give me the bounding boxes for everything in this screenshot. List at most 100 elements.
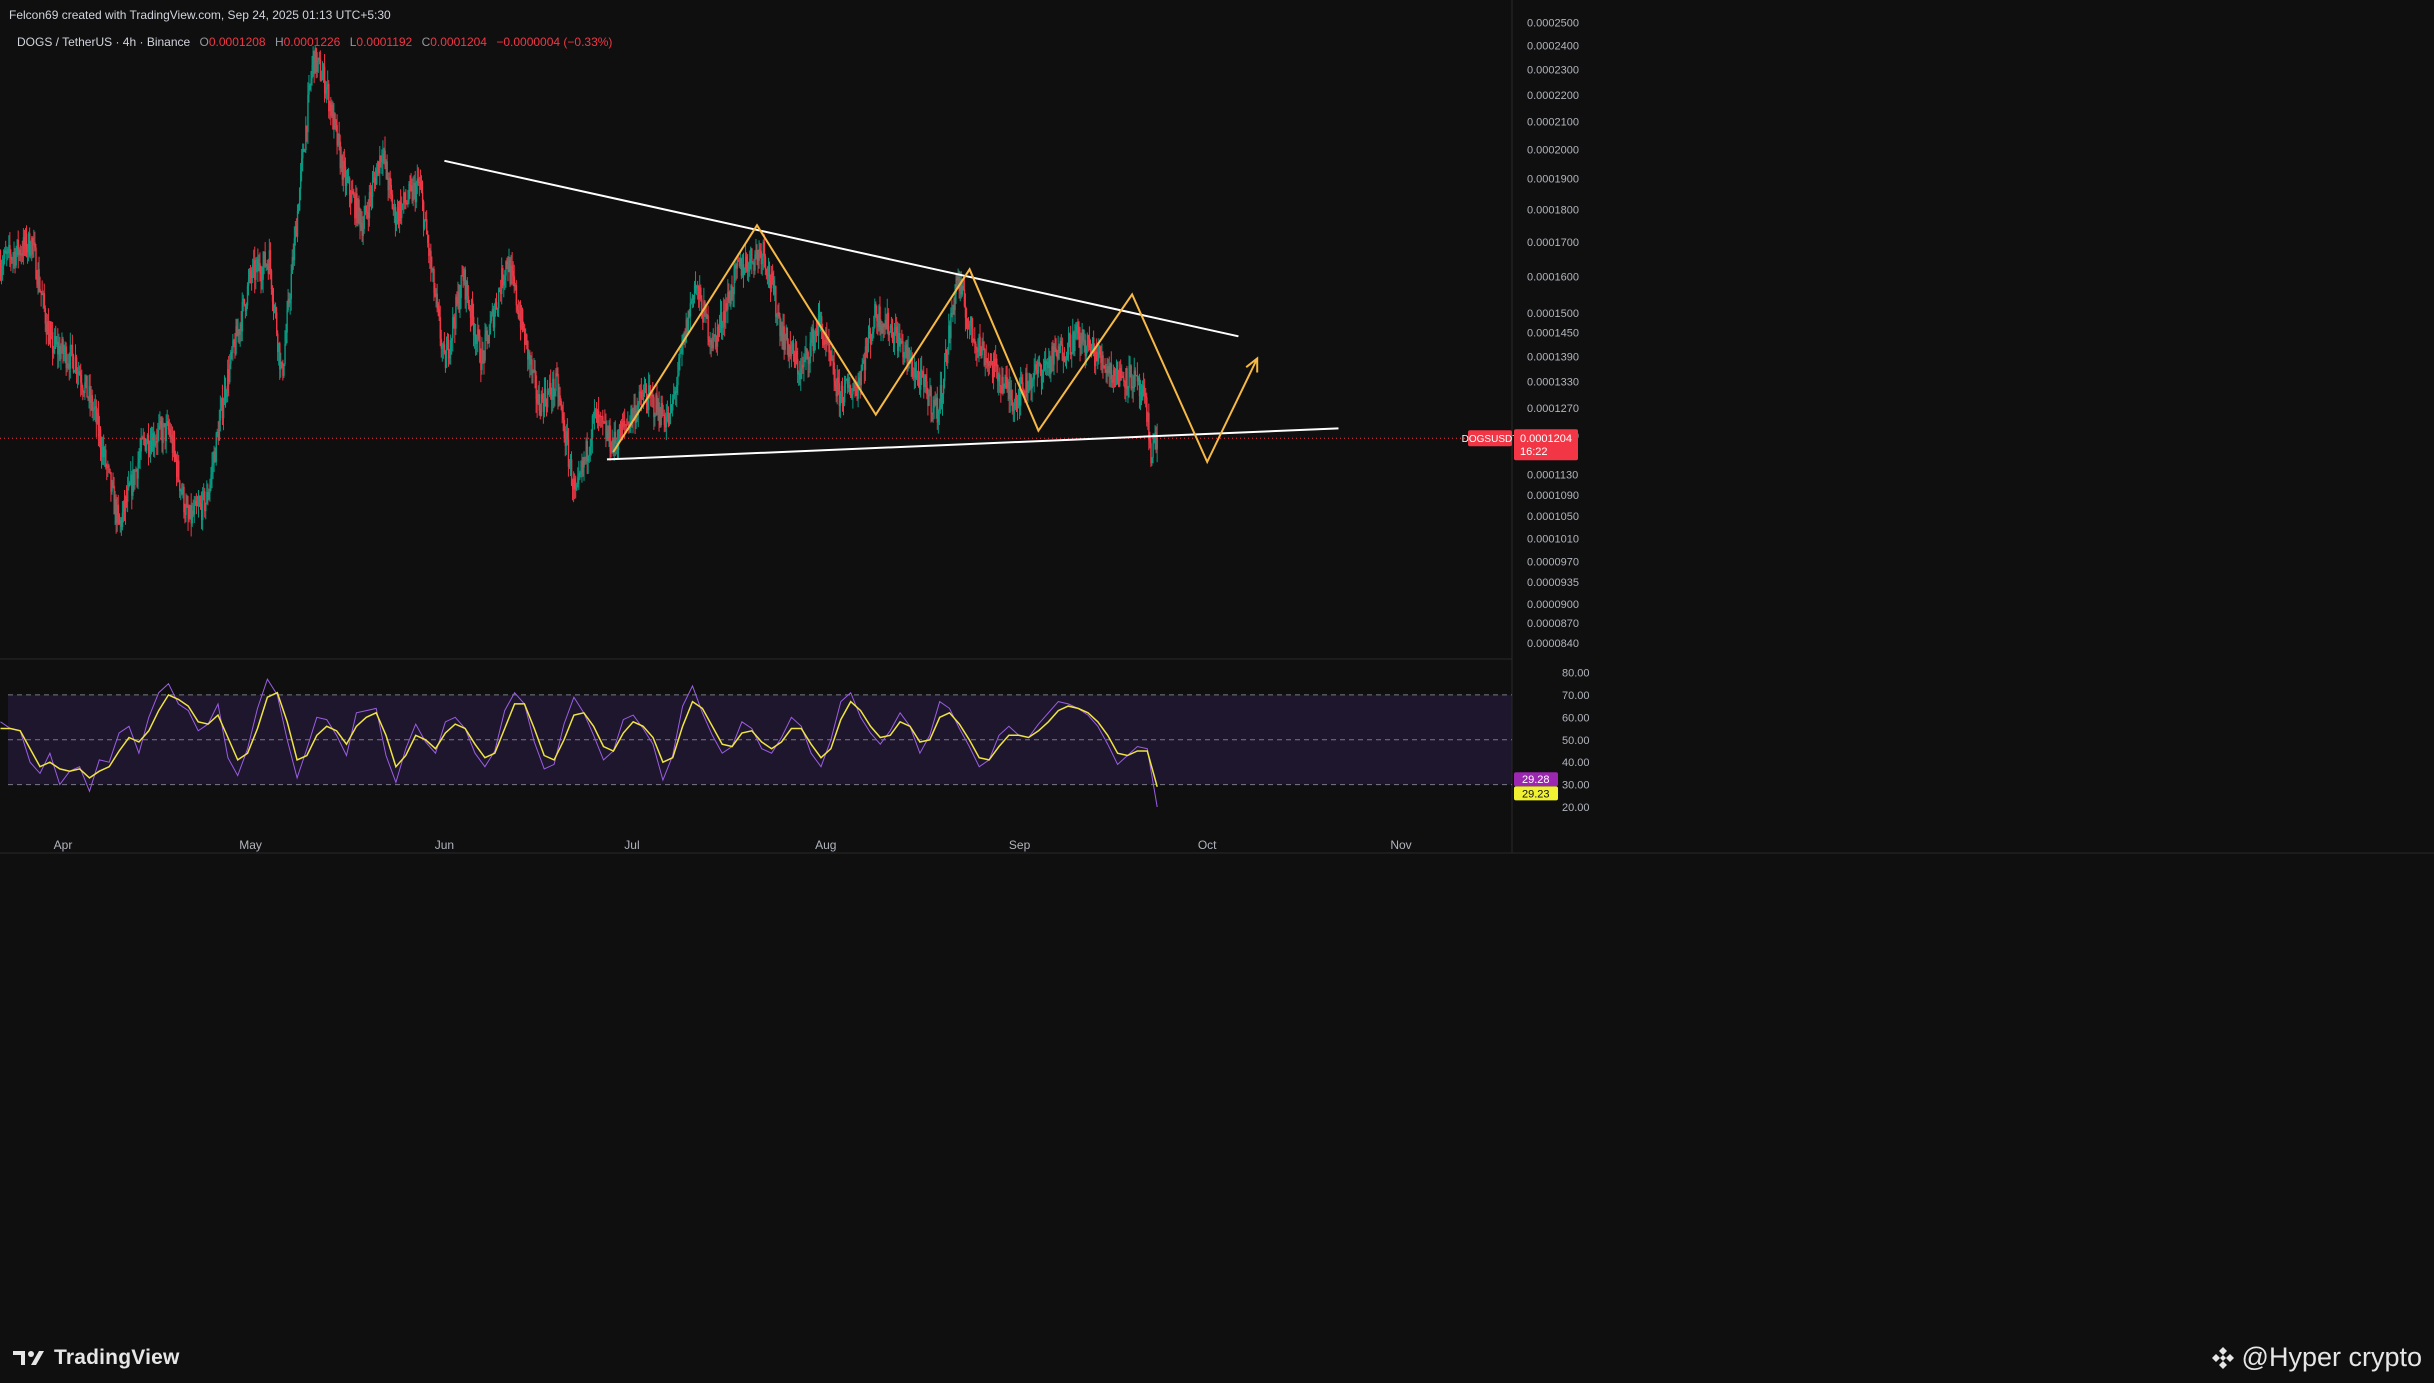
candle-body	[157, 429, 159, 443]
candle-body	[1121, 375, 1123, 378]
candle-body	[391, 194, 394, 209]
candle-body	[16, 239, 18, 252]
candle-body	[332, 104, 334, 130]
candle-body	[242, 298, 245, 302]
candle-body	[146, 434, 149, 444]
candle-body	[367, 212, 370, 219]
candle-body	[425, 219, 427, 221]
candle-body	[643, 388, 646, 393]
candle-body	[381, 161, 383, 163]
candle-body	[171, 435, 174, 453]
candle-body	[249, 270, 252, 276]
candle-body	[356, 193, 358, 224]
candle-body	[107, 465, 109, 468]
candle-body	[737, 260, 740, 262]
candle-body	[91, 395, 93, 411]
candle-body	[1059, 340, 1062, 353]
tradingview-logo[interactable]: TradingView	[12, 1346, 180, 1370]
candle-body	[179, 480, 181, 492]
candle-body	[295, 226, 298, 237]
candle-body	[568, 463, 571, 467]
candle-body	[384, 150, 386, 166]
candle-body	[982, 341, 984, 348]
candle-body	[940, 385, 943, 404]
candle-body	[40, 290, 42, 294]
candle-body	[130, 474, 132, 485]
symbol-title[interactable]: DOGS / TetherUS · 4h · Binance	[17, 35, 191, 49]
candle-body	[1005, 377, 1007, 379]
candle-body	[79, 371, 81, 376]
candle-body	[980, 349, 982, 356]
candle-body	[1078, 333, 1080, 336]
candle-body	[842, 402, 845, 404]
candle-body	[165, 423, 167, 442]
candle-body	[827, 339, 829, 344]
candle-body	[642, 392, 645, 400]
candle-body	[1092, 337, 1095, 350]
candle-body	[979, 336, 981, 350]
rsi-tick-label: 20.00	[1562, 802, 1590, 814]
candle-body	[45, 323, 48, 335]
candle-body	[224, 386, 227, 397]
candle-body	[154, 443, 156, 446]
candle-body	[957, 277, 959, 281]
candle-body	[707, 315, 709, 340]
candle-body	[108, 465, 110, 469]
candle-body	[1128, 365, 1130, 388]
candle-body	[770, 272, 773, 289]
candle-body	[93, 407, 96, 410]
candle-body	[504, 275, 506, 281]
candle-body	[422, 201, 425, 229]
candle-body	[406, 202, 408, 204]
candle-body	[198, 503, 201, 505]
candle-body	[621, 422, 624, 427]
candle-body	[700, 287, 702, 300]
candle-body	[946, 349, 948, 364]
candle-body	[1031, 380, 1033, 389]
candle-body	[928, 395, 930, 406]
candle-body	[813, 336, 816, 352]
candle-body	[776, 316, 778, 318]
candle-body	[551, 394, 553, 400]
candle-body	[491, 309, 494, 315]
candle-body	[688, 311, 691, 317]
candle-body	[194, 500, 197, 506]
candle-body	[404, 192, 406, 203]
candle-body	[12, 256, 14, 260]
candle-body	[17, 239, 19, 256]
candle-body	[699, 287, 701, 300]
candle-body	[434, 292, 436, 297]
candle-body	[596, 410, 599, 423]
watermark-text: @Hyper crypto	[2241, 1342, 2422, 1372]
price-tick-label: 0.0001600	[1527, 271, 1579, 283]
candle-body	[972, 328, 974, 342]
candle-body	[441, 347, 444, 349]
candle-body	[223, 386, 226, 405]
candle-body	[837, 377, 840, 383]
candle-body	[189, 505, 191, 519]
candle-body	[683, 332, 685, 343]
candle-body	[588, 454, 591, 456]
candle-body	[163, 423, 165, 425]
candle-body	[383, 150, 385, 154]
candle-body	[53, 349, 55, 353]
candle-body	[456, 296, 458, 304]
candle-body	[804, 355, 806, 360]
candle-body	[195, 500, 198, 506]
candle-body	[1095, 351, 1097, 367]
candle-body	[983, 347, 985, 366]
price-tick-label: 0.0001130	[1527, 469, 1578, 481]
candle-body	[411, 185, 413, 201]
candle-body	[863, 360, 866, 371]
candle-body	[652, 394, 654, 398]
candle-body	[21, 253, 24, 256]
candle-body	[963, 289, 966, 306]
candle-body	[955, 278, 957, 294]
chart-created-by: Felcon69 created with TradingView.com, S…	[9, 8, 391, 22]
candle-body	[546, 390, 549, 408]
candle-body	[1091, 337, 1094, 348]
candle-body	[96, 413, 99, 424]
candle-body	[1127, 387, 1129, 390]
candle-body	[625, 424, 627, 426]
